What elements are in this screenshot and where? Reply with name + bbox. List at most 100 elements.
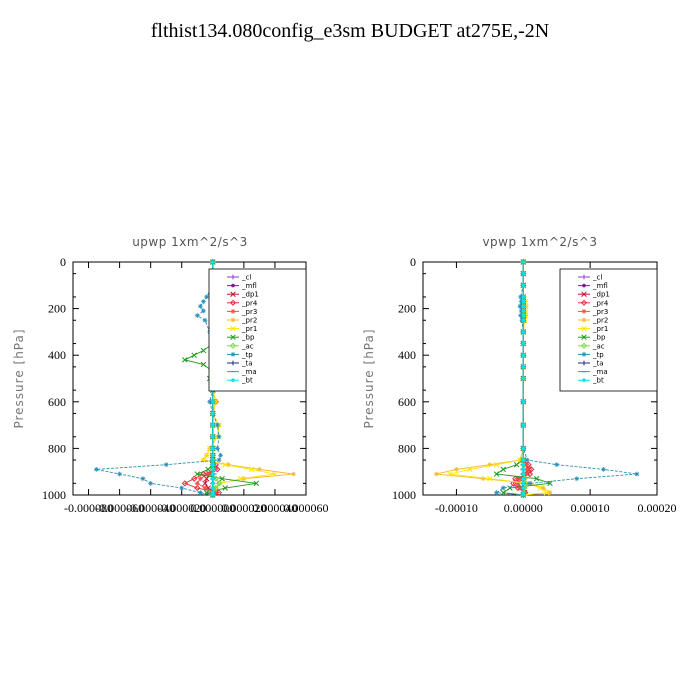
data-point-pr2 <box>454 466 459 472</box>
data-point-tp <box>148 480 154 486</box>
data-point-tp <box>194 313 200 318</box>
data-point-bp <box>493 471 500 477</box>
legend-marker-dp1 <box>230 291 236 297</box>
data-point-pr2 <box>480 476 486 482</box>
legend-label-pr2: _pr2 <box>592 317 608 325</box>
data-point-pr3 <box>205 471 211 477</box>
data-point-tp <box>93 466 99 472</box>
x-tick-label: 0.000000 <box>190 501 235 515</box>
legend-label-pr1: _pr1 <box>241 325 257 333</box>
data-point-tp <box>202 317 208 323</box>
data-point-pr1 <box>487 475 493 482</box>
data-point-bp <box>200 347 207 354</box>
data-point-tp <box>218 452 223 458</box>
data-point-ac <box>215 480 223 487</box>
data-point-bt <box>211 423 215 427</box>
data-point-bp <box>513 461 520 468</box>
data-point-pr2 <box>257 466 262 472</box>
data-point-bt <box>521 260 526 264</box>
data-point-bp <box>222 485 228 491</box>
data-point-tp <box>634 471 640 477</box>
x-tick-label: 0.00000 <box>504 501 543 515</box>
data-point-bp <box>533 475 540 482</box>
legend-marker-bt <box>582 378 586 383</box>
data-point-pr2 <box>433 471 439 477</box>
legend-label-pr3: _pr3 <box>592 308 608 316</box>
data-point-pr2 <box>540 485 546 491</box>
legend-label-bp: _bp <box>241 334 255 342</box>
data-point-tp <box>204 294 209 300</box>
x-tick-label: 0.00020 <box>638 501 677 515</box>
x-tick-label: -0.000020 <box>157 501 206 515</box>
data-point-bt <box>521 481 526 486</box>
data-point-pr2 <box>547 490 553 496</box>
data-point-pr3 <box>515 480 521 486</box>
data-point-pr3 <box>197 476 203 482</box>
data-point-bt <box>521 309 526 313</box>
data-point-bt <box>521 271 526 276</box>
legend: _cl_mfl_dp1_pr4_pr3_pr2_pr1_bp_ac_tp_ta_… <box>559 268 658 392</box>
data-point-tp <box>527 480 533 486</box>
data-point-bt <box>211 453 215 458</box>
data-point-tp <box>524 457 530 463</box>
x-tick-label: -0.000060 <box>95 501 144 515</box>
y-tick-label: 200 <box>398 302 416 316</box>
x-tick-label: -0.000040 <box>126 501 175 515</box>
legend-marker-ac <box>580 342 588 349</box>
data-point-bt <box>211 260 215 264</box>
x-tick-label: 0.000040 <box>252 501 297 515</box>
legend-label-dp1: _dp1 <box>241 291 259 299</box>
y-tick-label: 200 <box>48 302 66 316</box>
legend-marker-ac <box>229 342 237 349</box>
data-point-bp <box>219 475 225 482</box>
data-point-tp <box>215 446 220 451</box>
series-line-pr2 <box>436 262 552 496</box>
data-point-bt <box>521 400 526 404</box>
data-point-bt <box>521 486 526 490</box>
data-point-tp <box>201 308 206 314</box>
y-tick-label: 800 <box>48 441 66 455</box>
legend-marker-ta <box>230 360 236 366</box>
legend-label-ta: _ta <box>592 360 604 368</box>
legend-marker-mfl <box>582 283 586 288</box>
data-point-pr4 <box>191 475 198 482</box>
data-point-bt <box>521 330 526 334</box>
data-point-tp <box>518 313 524 318</box>
data-point-bp <box>191 352 197 358</box>
data-point-pr3 <box>516 476 522 482</box>
legend-label-cl: _cl <box>241 274 251 282</box>
data-point-tp <box>554 462 560 468</box>
panel-title: upwp 1xm^2/s^3 <box>132 235 248 249</box>
data-point-bp <box>500 489 506 496</box>
series-pr2 <box>433 259 553 498</box>
legend-label-pr2: _pr2 <box>241 317 257 325</box>
data-point-pr1 <box>203 452 210 459</box>
panel-title: vpwp 1xm^2/s^3 <box>482 235 597 249</box>
y-tick-label: 400 <box>48 348 66 362</box>
data-point-tp <box>601 466 606 472</box>
data-point-pr1 <box>238 475 244 482</box>
x-tick-label: 0.00010 <box>571 501 610 515</box>
data-point-bt <box>521 318 526 323</box>
data-point-bp <box>253 480 260 487</box>
data-point-bt <box>211 434 215 439</box>
series-tp <box>93 259 223 498</box>
data-point-bt <box>521 376 526 381</box>
data-point-tp <box>117 471 122 477</box>
legend-label-mfl: _mfl <box>241 282 257 290</box>
data-point-bp <box>547 480 553 487</box>
data-point-tp <box>494 490 499 496</box>
data-point-pr1 <box>467 466 473 473</box>
data-point-pr3 <box>524 466 530 472</box>
data-point-tp <box>518 294 524 300</box>
page-title: flthist134.080config_e3sm BUDGET at275E,… <box>150 20 550 42</box>
x-tick-label: -0.000080 <box>64 501 113 515</box>
y-tick-label: 800 <box>398 441 416 455</box>
data-point-tp <box>215 422 220 428</box>
legend-marker-tp <box>581 352 587 357</box>
data-point-pr1 <box>222 461 228 468</box>
legend-label-pr1: _pr1 <box>592 325 608 333</box>
data-point-bp <box>194 471 201 477</box>
data-point-bt <box>211 481 215 486</box>
